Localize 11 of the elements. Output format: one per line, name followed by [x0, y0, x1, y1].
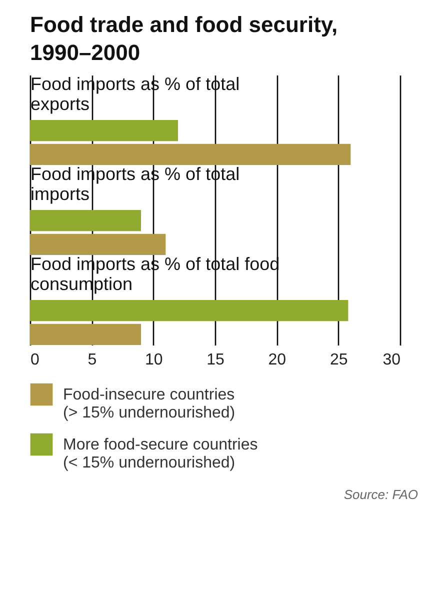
- x-tick-label: 15: [206, 352, 224, 368]
- chart-title: Food trade and food security, 1990–2000: [30, 12, 338, 65]
- legend-label: More food-secure countries (< 15% undernourished): [63, 436, 258, 472]
- x-tick-label: 25: [330, 352, 348, 368]
- x-tick-label: 5: [88, 352, 97, 368]
- source-note: Source: FAO: [342, 487, 418, 502]
- x-tick-label: 30: [382, 352, 401, 368]
- legend-label: Food-insecure countries (> 15% undernourished): [63, 386, 236, 422]
- x-tick-label: 20: [268, 352, 286, 368]
- x-tick-label: 0: [30, 352, 40, 368]
- x-tick-label: 10: [144, 352, 163, 368]
